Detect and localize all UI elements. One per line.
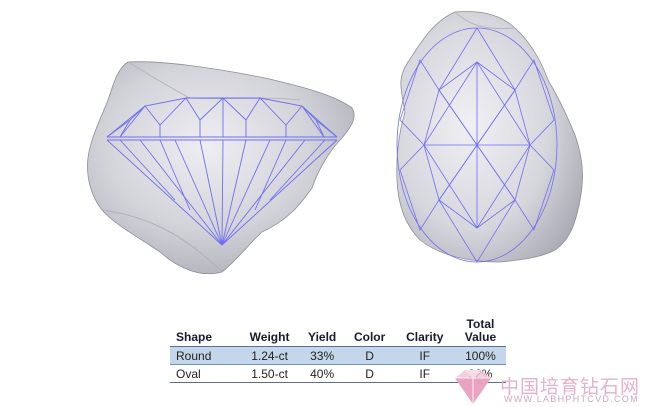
oval-rough-stone	[396, 11, 583, 263]
cell-color: D	[344, 364, 395, 383]
col-header-clarity: Clarity	[394, 318, 455, 347]
cell-clarity: IF	[394, 346, 455, 365]
col-header-shape: Shape	[170, 318, 240, 347]
col-header-weight: Weight	[239, 318, 300, 347]
col-header-color: Color	[344, 318, 395, 347]
table-row: Round 1.24-ct 33% D IF 100%	[170, 346, 506, 365]
round-brilliant-wireframe	[106, 97, 338, 246]
watermark-logo-icon	[455, 370, 491, 404]
cell-shape: Round	[170, 346, 240, 365]
watermark-url: WWW.LABHPHTCVD.COM	[504, 394, 639, 404]
table-header-row: Shape Weight Yield Color Clarity Total V…	[170, 318, 506, 347]
cell-color: D	[344, 346, 395, 365]
watermark-text: 中国培育钻石网	[500, 377, 641, 398]
cell-total-value: 100%	[454, 346, 506, 365]
oval-cut-wireframe	[396, 27, 558, 263]
cell-clarity: IF	[394, 364, 455, 383]
cell-yield: 33%	[299, 346, 345, 365]
comparison-table: Shape Weight Yield Color Clarity Total V…	[170, 318, 506, 383]
round-rough-stone	[87, 61, 355, 275]
cell-weight: 1.24-ct	[239, 346, 300, 365]
cell-weight: 1.50-ct	[239, 364, 300, 383]
cell-yield: 40%	[299, 364, 345, 383]
cell-shape: Oval	[170, 364, 240, 383]
col-header-yield: Yield	[299, 318, 345, 347]
col-header-total-value: Total Value	[454, 318, 506, 347]
